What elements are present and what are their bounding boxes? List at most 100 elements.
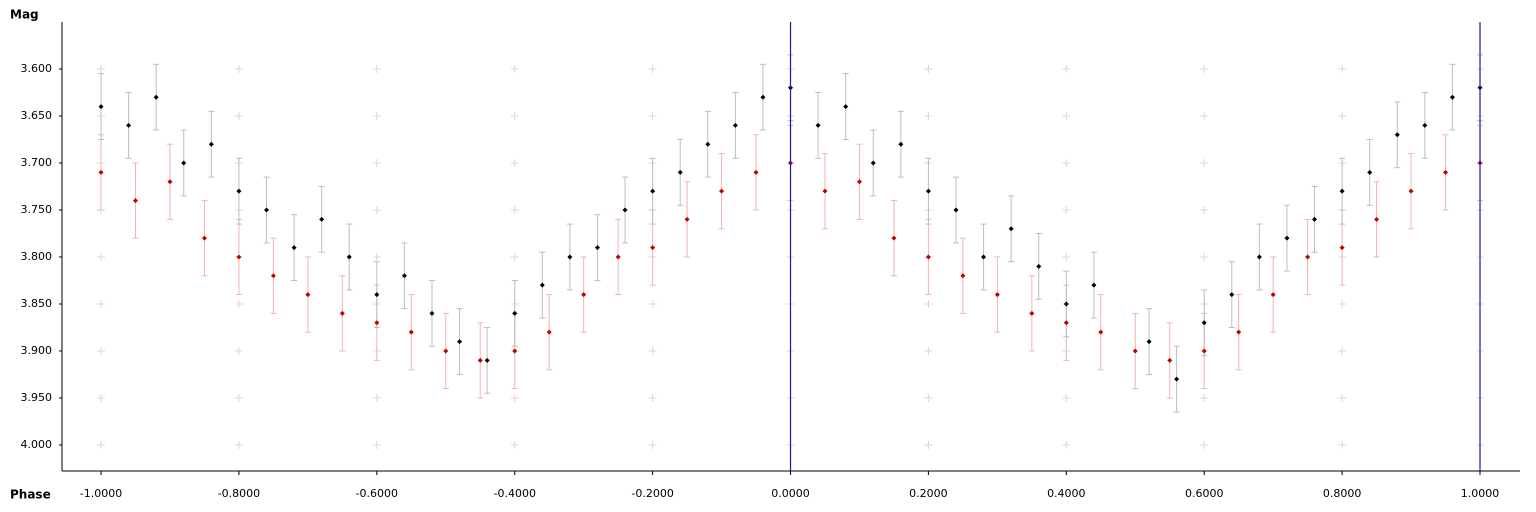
grid-cross bbox=[1200, 111, 1209, 120]
data-point bbox=[567, 254, 573, 260]
data-point bbox=[622, 207, 628, 213]
data-point bbox=[1449, 94, 1455, 100]
grid-cross bbox=[372, 393, 381, 402]
y-tick-label: 3.950 bbox=[21, 391, 53, 404]
grid-cross bbox=[1062, 393, 1071, 402]
data-point bbox=[429, 310, 435, 316]
data-point bbox=[1146, 339, 1152, 345]
data-point bbox=[305, 292, 311, 298]
y-tick-label: 3.900 bbox=[21, 344, 53, 357]
data-point bbox=[870, 160, 876, 166]
data-point bbox=[684, 216, 690, 222]
data-point bbox=[1098, 329, 1104, 335]
data-point bbox=[1008, 226, 1014, 232]
y-axis-label: Mag bbox=[10, 8, 39, 22]
y-tick-label: 3.800 bbox=[21, 250, 53, 263]
grid-cross bbox=[648, 111, 657, 120]
grid-cross bbox=[97, 299, 106, 308]
grid-cross bbox=[648, 64, 657, 73]
grid-cross bbox=[924, 393, 933, 402]
data-point bbox=[891, 235, 897, 241]
x-tick-label: -0.4000 bbox=[493, 487, 535, 500]
data-point bbox=[1394, 132, 1400, 138]
data-point bbox=[898, 141, 904, 147]
data-point bbox=[753, 169, 759, 175]
grid-cross bbox=[924, 299, 933, 308]
data-point bbox=[181, 160, 187, 166]
y-tick-label: 3.650 bbox=[21, 109, 53, 122]
data-point bbox=[843, 104, 849, 110]
data-point bbox=[1036, 263, 1042, 269]
grid-cross bbox=[234, 346, 243, 355]
grid-cross bbox=[924, 111, 933, 120]
data-point bbox=[264, 207, 270, 213]
data-point bbox=[167, 179, 173, 185]
x-tick-label: 0.4000 bbox=[1047, 487, 1086, 500]
y-tick-label: 3.600 bbox=[21, 62, 53, 75]
data-point bbox=[201, 235, 207, 241]
grid-cross bbox=[1200, 393, 1209, 402]
data-point bbox=[815, 122, 821, 128]
data-point bbox=[477, 357, 483, 363]
data-point bbox=[1339, 188, 1345, 194]
grid-cross bbox=[924, 64, 933, 73]
grid-cross bbox=[97, 440, 106, 449]
grid-cross bbox=[372, 111, 381, 120]
grid-cross bbox=[648, 299, 657, 308]
data-point bbox=[1091, 282, 1097, 288]
grid-cross bbox=[234, 393, 243, 402]
data-point bbox=[346, 254, 352, 260]
data-point bbox=[705, 141, 711, 147]
grid-cross bbox=[648, 393, 657, 402]
grid-cross bbox=[510, 111, 519, 120]
x-tick-label: -0.8000 bbox=[218, 487, 260, 500]
data-point bbox=[822, 188, 828, 194]
grid-cross bbox=[234, 64, 243, 73]
grid-cross bbox=[372, 158, 381, 167]
grid-cross bbox=[924, 346, 933, 355]
x-tick-label: 0.6000 bbox=[1185, 487, 1224, 500]
grid-cross bbox=[510, 252, 519, 261]
data-point bbox=[98, 104, 104, 110]
data-point bbox=[925, 254, 931, 260]
x-tick-label: 1.0000 bbox=[1461, 487, 1500, 500]
data-point bbox=[650, 188, 656, 194]
data-point bbox=[732, 122, 738, 128]
data-point bbox=[291, 245, 297, 251]
data-point bbox=[457, 339, 463, 345]
x-tick-label: 0.8000 bbox=[1323, 487, 1362, 500]
data-point bbox=[615, 254, 621, 260]
data-point bbox=[1443, 169, 1449, 175]
grid-cross bbox=[1338, 440, 1347, 449]
data-point bbox=[208, 141, 214, 147]
x-axis-label: Phase bbox=[10, 488, 51, 502]
grid-cross bbox=[1062, 205, 1071, 214]
data-point bbox=[981, 254, 987, 260]
y-tick-label: 3.850 bbox=[21, 297, 53, 310]
data-point bbox=[319, 216, 325, 222]
data-point bbox=[98, 169, 104, 175]
data-point bbox=[1256, 254, 1262, 260]
data-point bbox=[1270, 292, 1276, 298]
data-point bbox=[408, 329, 414, 335]
data-point bbox=[1312, 216, 1318, 222]
data-point bbox=[443, 348, 449, 354]
grid-cross bbox=[510, 158, 519, 167]
data-point bbox=[760, 94, 766, 100]
data-point bbox=[677, 169, 683, 175]
data-point bbox=[719, 188, 725, 194]
data-point bbox=[1284, 235, 1290, 241]
data-point bbox=[126, 122, 132, 128]
data-point bbox=[1029, 310, 1035, 316]
grid-cross bbox=[234, 299, 243, 308]
grid-cross bbox=[1200, 440, 1209, 449]
grid-cross bbox=[510, 64, 519, 73]
grid-cross bbox=[1062, 64, 1071, 73]
grid-cross bbox=[1200, 64, 1209, 73]
data-point bbox=[960, 273, 966, 279]
data-point bbox=[1236, 329, 1242, 335]
grid-cross bbox=[372, 205, 381, 214]
grid-cross bbox=[510, 393, 519, 402]
data-point bbox=[236, 188, 242, 194]
